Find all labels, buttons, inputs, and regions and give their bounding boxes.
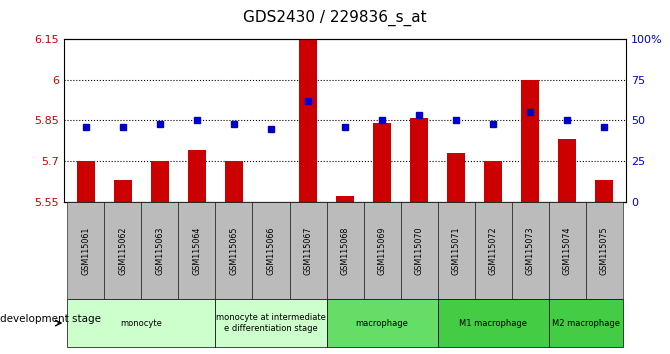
Text: monocyte: monocyte [121, 319, 162, 327]
Text: GSM115066: GSM115066 [267, 226, 275, 275]
Bar [224, 161, 243, 202]
Text: GSM115064: GSM115064 [192, 226, 202, 275]
Bar [151, 161, 169, 202]
Text: GSM115063: GSM115063 [155, 226, 164, 275]
Text: GSM115071: GSM115071 [452, 226, 461, 275]
Text: GSM115074: GSM115074 [563, 226, 572, 275]
Text: M2 macrophage: M2 macrophage [551, 319, 620, 327]
Bar [299, 20, 318, 202]
Bar [521, 80, 539, 202]
Text: GSM115075: GSM115075 [600, 226, 609, 275]
Text: GSM115073: GSM115073 [526, 226, 535, 275]
Text: macrophage: macrophage [356, 319, 409, 327]
Text: development stage: development stage [0, 314, 101, 325]
Bar [188, 150, 206, 202]
Text: GSM115062: GSM115062 [119, 226, 127, 275]
Text: GSM115072: GSM115072 [488, 226, 498, 275]
Text: GSM115067: GSM115067 [304, 226, 312, 275]
Text: GSM115061: GSM115061 [81, 226, 90, 275]
Bar [336, 196, 354, 202]
Text: monocyte at intermediate
e differentiation stage: monocyte at intermediate e differentiati… [216, 313, 326, 333]
Bar [558, 139, 576, 202]
Bar [114, 180, 132, 202]
Bar [373, 123, 391, 202]
Bar [447, 153, 466, 202]
Text: M1 macrophage: M1 macrophage [459, 319, 527, 327]
Bar [595, 180, 614, 202]
Text: GDS2430 / 229836_s_at: GDS2430 / 229836_s_at [243, 10, 427, 26]
Bar [76, 161, 95, 202]
Text: GSM115065: GSM115065 [229, 226, 239, 275]
Bar [410, 118, 428, 202]
Bar [484, 161, 502, 202]
Text: GSM115069: GSM115069 [378, 226, 387, 275]
Text: GSM115070: GSM115070 [415, 226, 423, 275]
Text: GSM115068: GSM115068 [340, 226, 350, 275]
